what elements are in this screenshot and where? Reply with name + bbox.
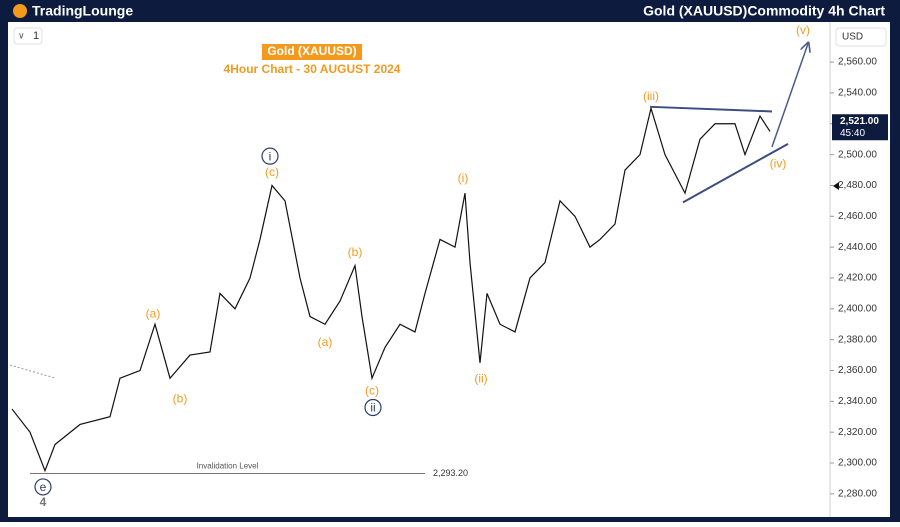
wave-label: (b) xyxy=(348,245,363,259)
y-tick-label: 2,280.00 xyxy=(838,489,877,500)
wave-label: (c) xyxy=(265,165,279,179)
y-tick-label: 2,460.00 xyxy=(838,211,877,222)
price-tag-value: 2,521.00 xyxy=(840,116,879,127)
invalidation-label: Invalidation Level xyxy=(197,462,259,471)
wave-label: 4 xyxy=(40,495,47,509)
wave-label: (iii) xyxy=(643,89,659,103)
y-tick-label: 2,420.00 xyxy=(838,273,877,284)
header-title: Gold (XAUUSD)Commodity 4h Chart xyxy=(643,3,885,19)
interval-button[interactable] xyxy=(13,27,43,45)
wave-circle xyxy=(261,147,279,165)
projection-arrow xyxy=(771,44,808,148)
y-tick-label: 2,320.00 xyxy=(838,427,877,438)
wave-label: ii xyxy=(370,401,375,415)
trendline xyxy=(649,105,773,113)
wave-label: (ii) xyxy=(474,371,487,385)
wave-label: (iv) xyxy=(770,156,787,170)
y-tick-label: 2,400.00 xyxy=(838,303,877,314)
wave-label: (c) xyxy=(365,384,379,398)
wave-circle xyxy=(34,478,52,496)
wave-label: i xyxy=(269,149,272,163)
y-tick-label: 2,440.00 xyxy=(838,242,877,253)
brand: TradingLounge xyxy=(32,3,133,19)
axis-marker xyxy=(833,182,839,190)
chart-subtitle: 4Hour Chart - 30 AUGUST 2024 xyxy=(224,62,401,76)
currency: USD xyxy=(842,32,863,43)
y-tick-label: 2,360.00 xyxy=(838,365,877,376)
interval: 1 xyxy=(33,30,39,42)
price-tag-countdown: 45:40 xyxy=(840,128,865,139)
y-tick-label: 2,380.00 xyxy=(838,334,877,345)
wave-label: e xyxy=(40,480,47,494)
title-box xyxy=(262,44,362,60)
wave-label: (i) xyxy=(458,171,469,185)
price-line xyxy=(11,106,771,473)
wave-circle xyxy=(364,398,382,417)
chart-title: Gold (XAUUSD) xyxy=(267,44,356,58)
chart-area xyxy=(8,22,890,517)
currency-button[interactable] xyxy=(835,27,887,47)
wave-label: (v) xyxy=(796,23,810,37)
invalidation-value: 2,293.20 xyxy=(433,468,468,478)
wave-label: (a) xyxy=(146,307,161,321)
y-tick-label: 2,300.00 xyxy=(838,458,877,469)
wave-label: (b) xyxy=(173,391,188,405)
price-tag xyxy=(832,114,888,141)
y-tick-label: 2,560.00 xyxy=(838,57,877,68)
y-tick-label: 2,500.00 xyxy=(838,149,877,160)
logo-icon xyxy=(13,4,27,18)
y-tick-label: 2,540.00 xyxy=(838,88,877,99)
interval-caret: ∨ xyxy=(18,30,25,40)
y-tick-label: 2,340.00 xyxy=(838,396,877,407)
trendline xyxy=(682,142,789,204)
y-tick-label: 2,480.00 xyxy=(838,180,877,191)
wave-label: (a) xyxy=(318,335,333,349)
